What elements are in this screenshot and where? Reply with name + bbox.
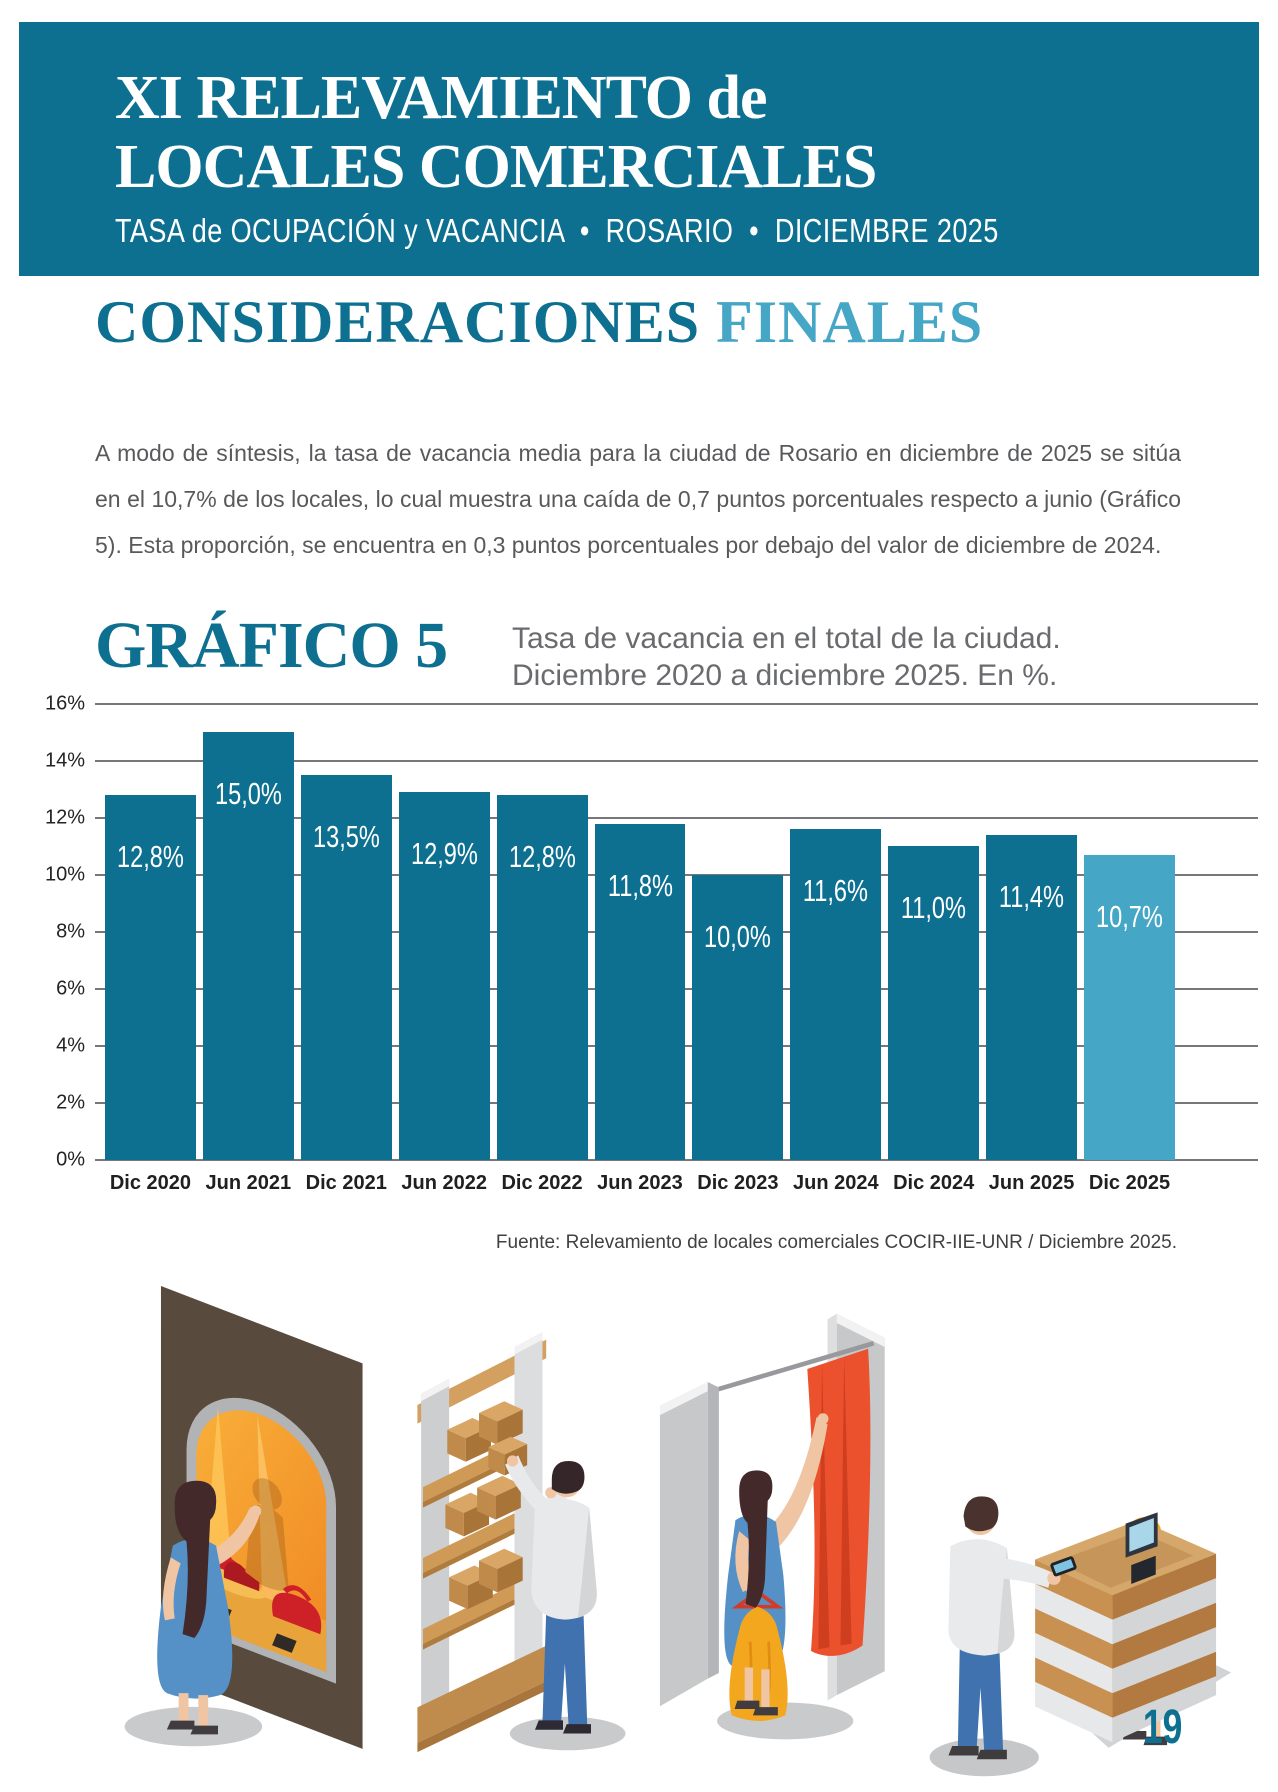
- report-subtitle: TASA de OCUPACIÓN y VACANCIA • ROSARIO •…: [115, 212, 999, 249]
- x-axis-label: Dic 2020: [109, 1172, 192, 1194]
- x-axis-label: Jun 2024: [792, 1172, 879, 1194]
- y-axis-label: 8%: [56, 920, 85, 943]
- illustration-fitting-room: [647, 1288, 905, 1772]
- y-axis-label: 14%: [44, 749, 85, 772]
- report-title-line1: XI RELEVAMIENTO de: [115, 64, 768, 132]
- illustration-row: [100, 1282, 1235, 1777]
- summary-paragraph: A modo de síntesis, la tasa de vacancia …: [95, 440, 1181, 558]
- bar-dic-2021: 13,5%: [300, 775, 392, 1160]
- checkout-payment-image: [929, 1496, 1232, 1777]
- illustration-checkout-payment: [905, 1322, 1235, 1792]
- bar-value-label: 11,0%: [901, 890, 967, 925]
- x-axis-label: Jun 2025: [988, 1172, 1075, 1194]
- illustration-window-shopping: [100, 1282, 395, 1769]
- bar-value-label: 10,7%: [1096, 899, 1163, 934]
- y-axis-label: 10%: [44, 863, 85, 886]
- chart-caption-line2: Diciembre 2020 a diciembre 2025. En %.: [512, 659, 1058, 692]
- bar-dic-2022: 12,8%: [496, 795, 588, 1160]
- bar-dic-2024: 11,0%: [888, 846, 980, 1160]
- gridline: [95, 703, 1258, 705]
- bar-value-label: 15,0%: [214, 776, 282, 811]
- section-title-primary: CONSIDERACIONES: [95, 289, 701, 355]
- bar-value-label: 13,5%: [312, 819, 380, 854]
- report-title: XI RELEVAMIENTO de LOCALES COMERCIALES: [115, 64, 1259, 202]
- illustration-shelf-stocking: [395, 1304, 647, 1776]
- bar-value-label: 12,9%: [410, 836, 478, 871]
- y-axis-label: 12%: [44, 806, 85, 829]
- bar-jun-2021: 15,0%: [202, 732, 294, 1160]
- bar-dic-2025: 10,7%: [1084, 855, 1175, 1160]
- gridline: [95, 817, 1258, 819]
- chart-source: Fuente: Relevamiento de locales comercia…: [495, 1232, 1177, 1253]
- chart-caption-line1: Tasa de vacancia en el total de la ciuda…: [512, 622, 1061, 655]
- section-title: CONSIDERACIONES FINALES: [95, 288, 983, 357]
- x-axis-label: Dic 2023: [697, 1172, 779, 1194]
- y-axis-label: 2%: [56, 1091, 85, 1114]
- bar-value-label: 12,8%: [508, 839, 576, 874]
- x-axis-labels: Dic 2020 Jun 2021 Dic 2021 Jun 2022 Dic 2022…: [105, 1172, 1175, 1195]
- shelf-stocking-image: [417, 1332, 626, 1753]
- bar-jun-2025: 11,4%: [986, 835, 1078, 1160]
- x-axis-label: Dic 2022: [501, 1172, 583, 1194]
- x-axis-label: Dic 2025: [1088, 1172, 1171, 1194]
- report-header: XI RELEVAMIENTO de LOCALES COMERCIALES T…: [19, 22, 1259, 276]
- report-title-line2: LOCALES COMERCIALES: [115, 133, 877, 201]
- vacancy-bar-chart: 16% 14% 12% 10% 8% 6% 4% 2% 0% 12,8% 15,0% 13,5% 12,…: [45, 693, 1258, 1171]
- chart-caption: Tasa de vacancia en el total de la ciuda…: [512, 620, 1061, 694]
- gridline: [95, 1159, 1258, 1161]
- x-axis-label: Jun 2021: [205, 1172, 292, 1194]
- bar-value-label: 10,0%: [704, 919, 772, 954]
- bar-value-label: 11,6%: [803, 873, 869, 908]
- bar-jun-2023: 11,8%: [594, 824, 686, 1160]
- bars-group: 12,8% 15,0% 13,5% 12,9% 12,8% 11,8% 10,0% 11,6%…: [105, 704, 1175, 1160]
- bar-value-label: 11,4%: [999, 879, 1065, 914]
- bar-value-label: 12,8%: [117, 839, 184, 874]
- x-axis-label: Jun 2022: [401, 1172, 487, 1194]
- bar-dic-2023: 10,0%: [692, 875, 784, 1160]
- bar-value-label: 11,8%: [607, 868, 673, 903]
- section-title-secondary: FINALES: [716, 289, 984, 355]
- gridline: [95, 760, 1258, 762]
- chart-kicker: GRÁFICO 5: [95, 609, 448, 682]
- page-number: 19: [1142, 1701, 1182, 1754]
- y-axis-label: 0%: [56, 1148, 85, 1171]
- y-axis-label: 6%: [56, 977, 85, 1000]
- bar-jun-2024: 11,6%: [790, 829, 882, 1160]
- window-shopping-image: [124, 1286, 363, 1749]
- x-axis-label: Dic 2021: [305, 1172, 387, 1194]
- bar-dic-2020: 12,8%: [105, 795, 196, 1160]
- x-axis-label: Dic 2024: [893, 1172, 975, 1194]
- y-axis-label: 16%: [44, 692, 85, 715]
- bar-jun-2022: 12,9%: [398, 792, 490, 1160]
- y-axis-label: 4%: [56, 1034, 85, 1057]
- x-axis-label: Jun 2023: [597, 1172, 683, 1194]
- fitting-room-image: [659, 1313, 885, 1740]
